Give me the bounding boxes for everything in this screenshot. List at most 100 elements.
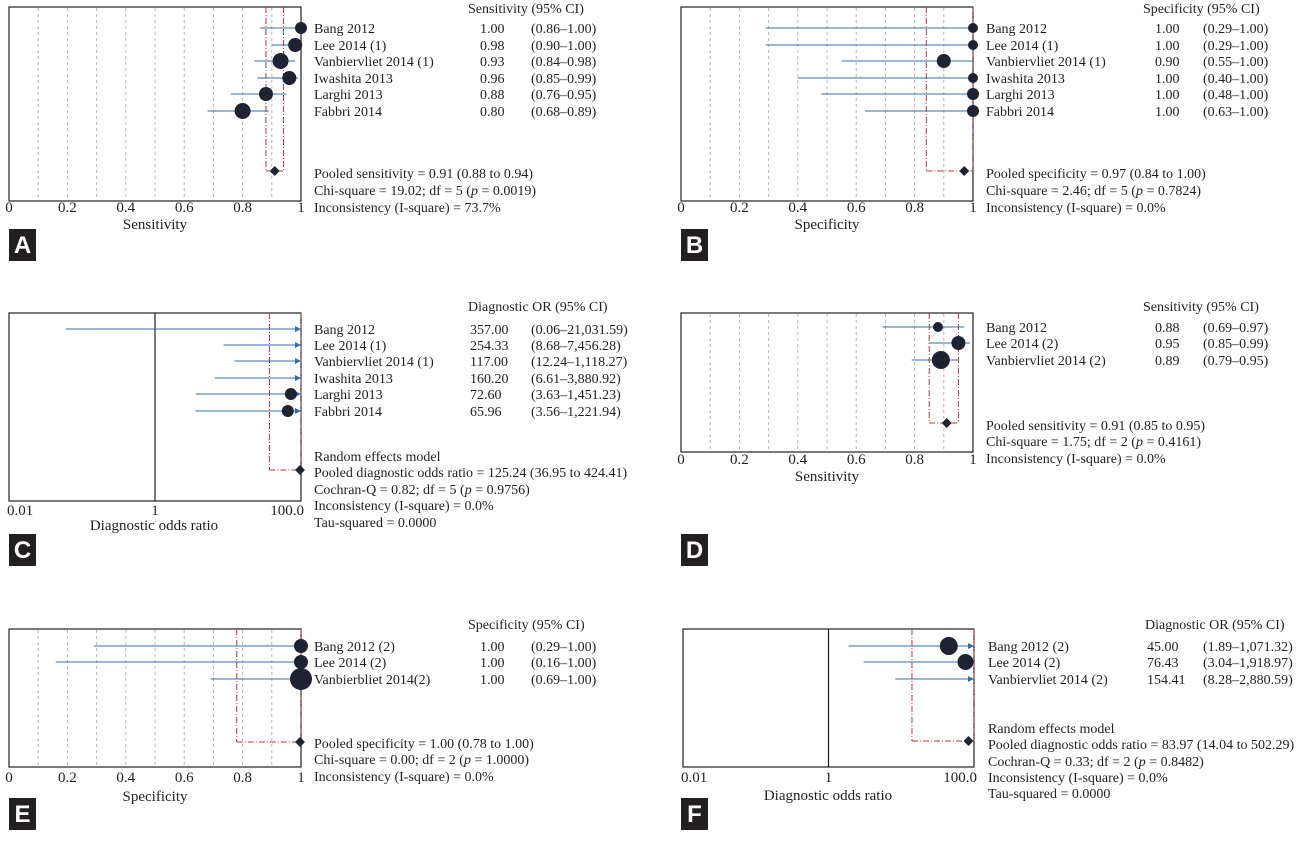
summary-line: Inconsistency (I-square) = 0.0% — [986, 452, 1166, 467]
study-ci: (0.29–1.00) — [531, 640, 597, 655]
column-header: Diagnostic OR (95% CI) — [468, 300, 608, 315]
tick-label: 1 — [297, 770, 305, 786]
study-value: 0.90 — [1155, 55, 1180, 70]
study-ci: (0.85–0.99) — [1203, 337, 1269, 352]
tick-label: 0 — [677, 200, 685, 216]
summary-line: Chi-square = 2.46; df = 5 (p = 0.7824) — [986, 184, 1201, 199]
summary-line: Chi-square = 0.00; df = 2 (p = 1.0000) — [314, 753, 529, 768]
study-value: 1.00 — [480, 673, 505, 688]
tick-label: 100.0 — [943, 770, 977, 786]
study-ci: (0.48–1.00) — [1203, 88, 1269, 103]
panel-label-badge — [681, 798, 708, 830]
tick-label: 0.8 — [233, 770, 252, 786]
point-estimate — [282, 71, 297, 85]
tick-label: 0.2 — [58, 200, 77, 216]
point-estimate — [932, 322, 943, 332]
panel-b: Bang 2012 1.00 (0.29–1.00) Lee 2014 (1) 1.00… — [677, 2, 1269, 261]
study-value: 0.98 — [480, 39, 505, 54]
plot-frame — [680, 6, 974, 202]
study-name: Bang 2012 — [986, 321, 1047, 336]
study-name: Vanbiervliet 2014 (1) — [986, 55, 1106, 70]
tick-label: 0 — [5, 200, 13, 216]
panel-label-badge — [9, 534, 36, 566]
panel-f: Bang 2012 (2) 45.00 (1.89–1,071.32) Lee 201… — [681, 618, 1294, 830]
study-value: 0.88 — [1155, 321, 1180, 336]
column-header: Specificity (95% CI) — [1143, 2, 1260, 17]
ci-arrow — [295, 375, 301, 381]
study-name: Larghi 2013 — [314, 388, 383, 403]
point-estimate — [294, 639, 308, 653]
column-header: Sensitivity (95% CI) — [1143, 300, 1259, 315]
summary-line: Pooled sensitivity = 0.91 (0.88 to 0.94) — [314, 167, 533, 182]
tick-label: 0.8 — [905, 452, 924, 468]
study-name: Bang 2012 (2) — [314, 640, 395, 655]
panel-label: D — [686, 537, 703, 564]
ci-arrow — [295, 326, 301, 332]
tick-label: 0.2 — [730, 452, 749, 468]
panel-c: Bang 2012 357.00 (0.06–21,031.59) Lee 2014 … — [7, 300, 628, 566]
panel-label-badge — [681, 229, 708, 261]
point-estimate — [234, 103, 251, 119]
study-ci: (0.90–1.00) — [531, 39, 597, 54]
study-ci: (3.04–1,918.97) — [1203, 656, 1293, 671]
study-ci: (0.69–0.97) — [1203, 321, 1269, 336]
panel-label: C — [14, 537, 31, 564]
point-estimate — [968, 73, 978, 83]
study-name: Vanbiervliet 2014 (2) — [986, 354, 1106, 369]
tick-label: 0.6 — [847, 452, 866, 468]
plot-frame — [8, 6, 302, 202]
point-estimate — [272, 53, 289, 69]
tick-label: 0.8 — [905, 200, 924, 216]
panel-a: Bang 2012 1.00 (0.86–1.00) Lee 2014 (1) 0.98… — [5, 2, 597, 261]
ci-arrow — [295, 342, 301, 348]
study-value: 0.88 — [480, 88, 505, 103]
study-ci: (0.16–1.00) — [531, 656, 597, 671]
study-ci: (0.85–0.99) — [531, 72, 597, 87]
tick-label: 1 — [969, 452, 977, 468]
study-value: 0.89 — [1155, 354, 1180, 369]
study-value: 154.41 — [1147, 673, 1186, 688]
summary-line: Inconsistency (I-square) = 0.0% — [988, 771, 1168, 786]
study-value: 117.00 — [470, 355, 508, 370]
study-name: Fabbri 2014 — [314, 105, 382, 120]
study-ci: (0.63–1.00) — [1203, 105, 1269, 120]
x-axis-label: Sensitivity — [123, 217, 188, 233]
panel-label-badge — [9, 798, 36, 830]
tick-label: 0.01 — [681, 770, 707, 786]
tick-label: 0.6 — [175, 200, 194, 216]
column-header: Specificity (95% CI) — [468, 618, 585, 633]
point-estimate — [281, 405, 294, 417]
study-name: Iwashita 2013 — [986, 72, 1065, 87]
column-header: Sensitivity (95% CI) — [468, 2, 584, 17]
x-axis-label: Diagnostic odds ratio — [764, 788, 892, 804]
study-value: 160.20 — [470, 372, 509, 387]
tick-label: 0.2 — [58, 770, 77, 786]
panel-label: A — [14, 232, 31, 259]
column-header: Diagnostic OR (95% CI) — [1145, 618, 1285, 633]
study-name: Lee 2014 (1) — [986, 39, 1059, 54]
summary-line: Chi-square = 19.02; df = 5 (p = 0.0019) — [314, 184, 536, 199]
study-name: Bang 2012 — [986, 22, 1047, 37]
point-estimate — [967, 88, 979, 100]
study-name: Vanbiervliet 2014 (1) — [314, 355, 434, 370]
study-ci: (0.79–0.95) — [1203, 354, 1269, 369]
study-value: 1.00 — [480, 640, 505, 655]
tick-label: 0.4 — [788, 200, 807, 216]
study-name: Larghi 2013 — [314, 88, 383, 103]
panel-label-badge — [9, 229, 36, 261]
study-ci: (0.29–1.00) — [1203, 39, 1269, 54]
tick-label: 0.4 — [116, 770, 135, 786]
point-estimate — [931, 351, 950, 369]
pooled-estimate-diamond — [295, 465, 305, 475]
summary-line: Pooled sensitivity = 0.91 (0.85 to 0.95) — [986, 419, 1205, 434]
point-estimate — [951, 336, 966, 350]
pooled-estimate-diamond — [269, 166, 280, 176]
study-value: 72.60 — [470, 388, 502, 403]
study-value: 1.00 — [480, 656, 505, 671]
study-value: 1.00 — [1155, 88, 1180, 103]
study-name: Lee 2014 (1) — [314, 339, 387, 354]
study-value: 1.00 — [1155, 39, 1180, 54]
summary-line: Pooled specificity = 0.97 (0.84 to 1.00) — [986, 167, 1206, 182]
pooled-estimate-diamond — [963, 736, 974, 746]
